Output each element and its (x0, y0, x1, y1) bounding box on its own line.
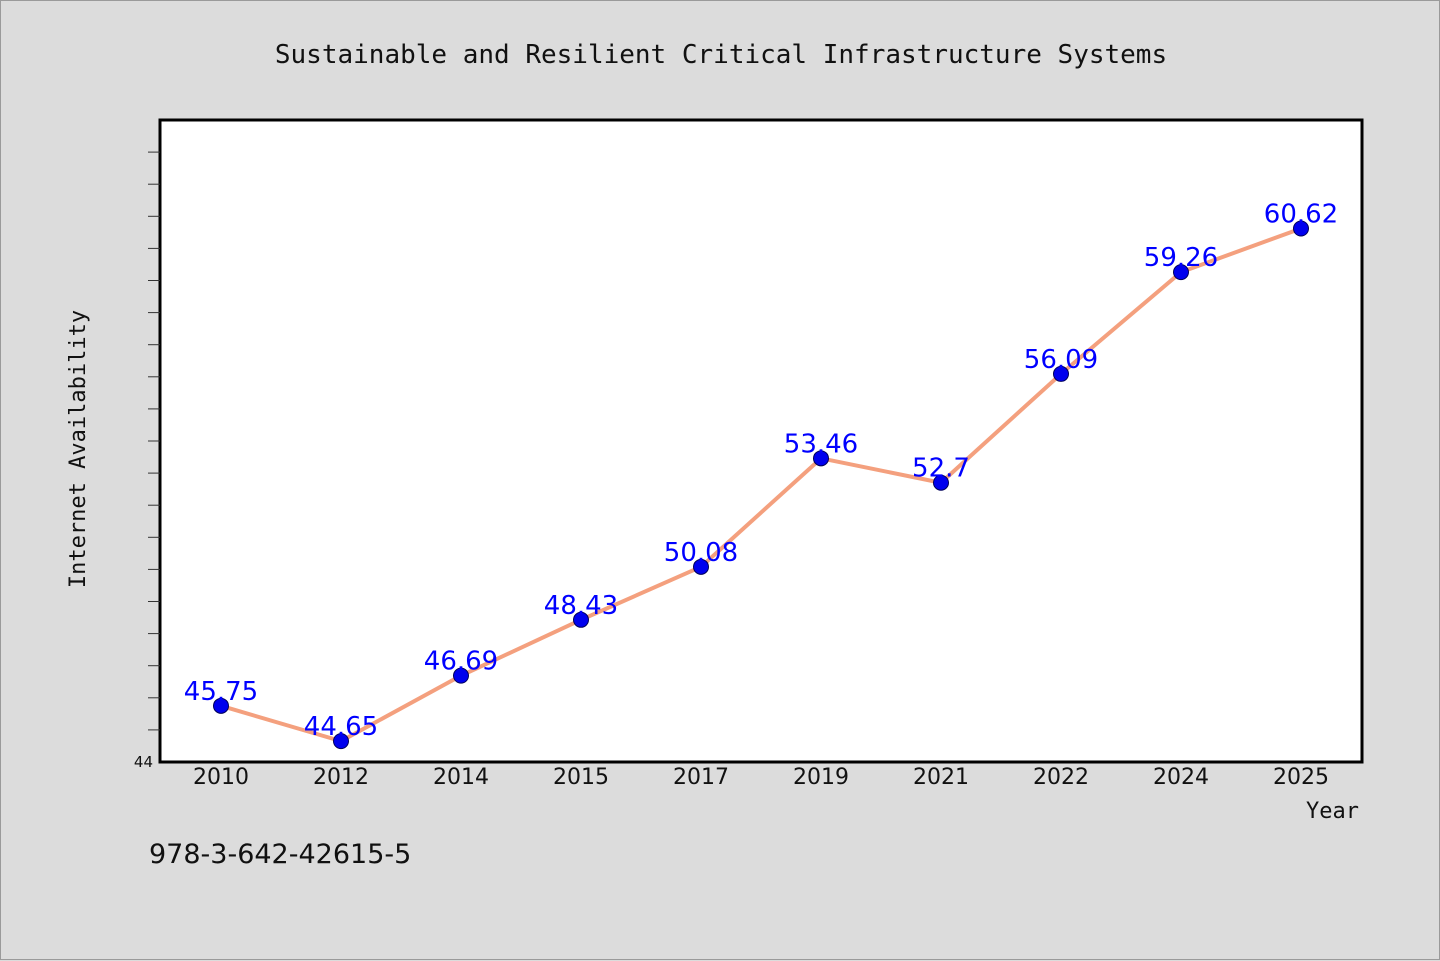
data-point (333, 733, 349, 750)
x-tick-label: 2024 (1153, 765, 1209, 790)
data-point (453, 667, 469, 684)
x-tick-label: 2012 (313, 765, 369, 790)
chart-title: Sustainable and Resilient Critical Infra… (275, 40, 1167, 70)
data-labels: 45.75 44.65 46.69 48.43 50.08 53.46 52.7 56.09 5… (184, 199, 1338, 742)
data-label: 52.7 (912, 454, 970, 484)
x-tick-label: 2019 (793, 765, 849, 790)
plot-area (158, 118, 1364, 764)
data-label: 44.65 (304, 712, 378, 742)
x-tick-label: 2017 (673, 765, 729, 790)
data-point (933, 474, 949, 491)
x-axis-label: Year (1306, 799, 1359, 824)
isbn-label: 978-3-642-42615-5 (149, 839, 411, 870)
x-tick-label: 2014 (433, 765, 489, 790)
data-point (1173, 264, 1189, 281)
y-axis-label: Internet Availability (66, 310, 91, 588)
x-tick-label: 2010 (193, 765, 249, 790)
data-point (813, 450, 829, 467)
series-line (219, 226, 1303, 744)
data-label: 60.62 (1264, 199, 1338, 229)
data-label: 56.09 (1024, 345, 1098, 375)
x-tick-label: 2015 (553, 765, 609, 790)
data-label: 53.46 (784, 429, 858, 459)
data-markers (213, 220, 1309, 750)
data-point (213, 697, 229, 714)
data-label: 59.26 (1144, 243, 1218, 273)
x-tick-label: 2025 (1273, 765, 1329, 790)
data-label: 45.75 (184, 677, 258, 707)
y-axis-min-label: 44 (134, 753, 153, 771)
x-tick-label: 2021 (913, 765, 969, 790)
data-label: 48.43 (544, 591, 618, 621)
data-label: 50.08 (664, 538, 738, 568)
series-line-group (219, 226, 1303, 744)
data-point (573, 611, 589, 628)
x-axis-tick-labels: 2010 2012 2014 2015 2017 2019 2021 2022 2024 2025 (193, 765, 1329, 790)
data-point (1293, 220, 1309, 237)
x-tick-label: 2022 (1033, 765, 1089, 790)
data-point (693, 558, 709, 575)
data-point (1053, 365, 1069, 382)
data-label: 46.69 (424, 647, 498, 677)
y-axis-ticks (148, 151, 160, 731)
